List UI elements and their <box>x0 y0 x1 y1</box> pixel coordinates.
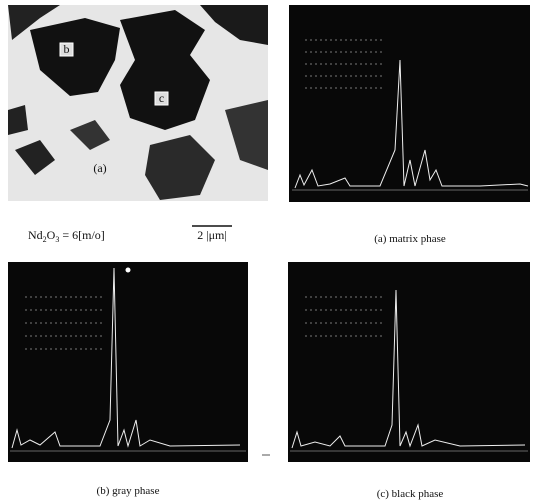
dark-region <box>8 5 60 40</box>
label-box <box>59 42 74 57</box>
spectrum-panel <box>8 262 248 462</box>
scale-label: 2 |μm| <box>197 228 227 242</box>
spectrum-background <box>288 262 530 462</box>
spectrum-trace <box>11 267 241 449</box>
dark-region <box>70 120 110 150</box>
dark-region <box>145 135 215 200</box>
spectrum-background <box>289 5 530 202</box>
gray-phase-region <box>30 18 120 96</box>
composition: Nd2O3 = 6[m/o] <box>28 228 105 244</box>
caption: (a) matrix phase <box>374 233 446 245</box>
marker <box>125 267 131 273</box>
spectrum-panel <box>289 5 530 202</box>
region-label: c <box>159 91 164 105</box>
black-phase-region <box>120 10 210 130</box>
subscript: 2 <box>43 235 47 244</box>
region-label: b <box>64 42 70 56</box>
spectrum-trace <box>291 289 526 449</box>
spectrum-trace <box>294 59 529 189</box>
spectrum-background <box>8 262 248 462</box>
spectrum-panel <box>288 262 530 462</box>
element: O <box>47 228 56 242</box>
caption: (b) gray phase <box>97 485 160 497</box>
panel-label: (a) <box>93 161 106 175</box>
micrograph: b c (a) <box>8 5 268 201</box>
label-box <box>154 91 169 106</box>
dark-region <box>15 140 55 175</box>
subscript: 3 <box>55 235 59 244</box>
dark-region <box>8 105 28 135</box>
caption: (c) black phase <box>377 488 444 500</box>
element: Nd <box>28 228 43 242</box>
dark-region <box>200 5 268 45</box>
dark-region <box>225 100 268 170</box>
composition-value: = 6[m/o] <box>59 228 104 242</box>
